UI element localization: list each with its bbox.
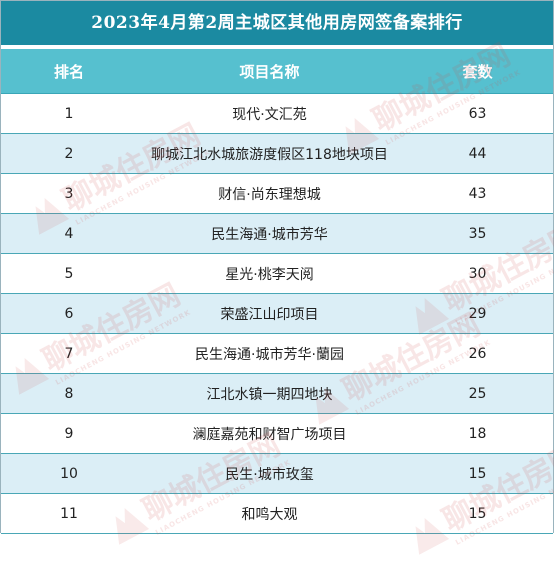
column-header-count: 套数: [402, 49, 553, 94]
count-cell: 63: [402, 93, 553, 134]
count-cell: 26: [402, 333, 553, 374]
count-cell: 15: [402, 453, 553, 494]
table-row: 9 澜庭嘉苑和财智广场项目 18: [1, 413, 553, 454]
project-name-cell: 澜庭嘉苑和财智广场项目: [137, 413, 402, 454]
table-row: 2 聊城江北水城旅游度假区118地块项目 44: [1, 133, 553, 174]
project-name-cell: 民生·城市玫玺: [137, 453, 402, 494]
rank-cell: 8: [1, 373, 137, 414]
ranking-sheet: 2023年4月第2周主城区其他用房网签备案排行 排名 项目名称 套数 1 现代·…: [0, 0, 554, 533]
column-header-rank: 排名: [1, 49, 137, 94]
rank-cell: 10: [1, 453, 137, 494]
table-row: 10 民生·城市玫玺 15: [1, 453, 553, 494]
table-row: 6 荣盛江山印项目 29: [1, 293, 553, 334]
table-row: 8 江北水镇一期四地块 25: [1, 373, 553, 414]
count-cell: 18: [402, 413, 553, 454]
table-row: 5 星光·桃李天阅 30: [1, 253, 553, 294]
project-name-cell: 聊城江北水城旅游度假区118地块项目: [137, 133, 402, 174]
project-name-cell: 星光·桃李天阅: [137, 253, 402, 294]
table-row: 7 民生海通·城市芳华·蘭园 26: [1, 333, 553, 374]
count-cell: 15: [402, 493, 553, 534]
count-cell: 35: [402, 213, 553, 254]
rank-cell: 3: [1, 173, 137, 214]
project-name-cell: 和鸣大观: [137, 493, 402, 534]
rank-cell: 9: [1, 413, 137, 454]
rank-cell: 2: [1, 133, 137, 174]
rank-cell: 7: [1, 333, 137, 374]
table-row: 3 财信·尚东理想城 43: [1, 173, 553, 214]
project-name-cell: 荣盛江山印项目: [137, 293, 402, 334]
rank-cell: 1: [1, 93, 137, 134]
project-name-cell: 财信·尚东理想城: [137, 173, 402, 214]
rank-cell: 4: [1, 213, 137, 254]
count-cell: 29: [402, 293, 553, 334]
table-row: 11 和鸣大观 15: [1, 493, 553, 534]
table-row: 4 民生海通·城市芳华 35: [1, 213, 553, 254]
table-header-row: 排名 项目名称 套数: [1, 49, 553, 94]
rank-cell: 11: [1, 493, 137, 534]
table-row: 1 现代·文汇苑 63: [1, 93, 553, 134]
project-name-cell: 现代·文汇苑: [137, 93, 402, 134]
rank-cell: 5: [1, 253, 137, 294]
page-title: 2023年4月第2周主城区其他用房网签备案排行: [1, 1, 553, 45]
count-cell: 44: [402, 133, 553, 174]
ranking-table: 排名 项目名称 套数 1 现代·文汇苑 63 2 聊城江北水城旅游度假区118地…: [1, 49, 553, 534]
count-cell: 30: [402, 253, 553, 294]
count-cell: 25: [402, 373, 553, 414]
rank-cell: 6: [1, 293, 137, 334]
project-name-cell: 民生海通·城市芳华·蘭园: [137, 333, 402, 374]
project-name-cell: 江北水镇一期四地块: [137, 373, 402, 414]
column-header-project-name: 项目名称: [137, 49, 402, 94]
project-name-cell: 民生海通·城市芳华: [137, 213, 402, 254]
count-cell: 43: [402, 173, 553, 214]
title-gap: [1, 45, 553, 49]
